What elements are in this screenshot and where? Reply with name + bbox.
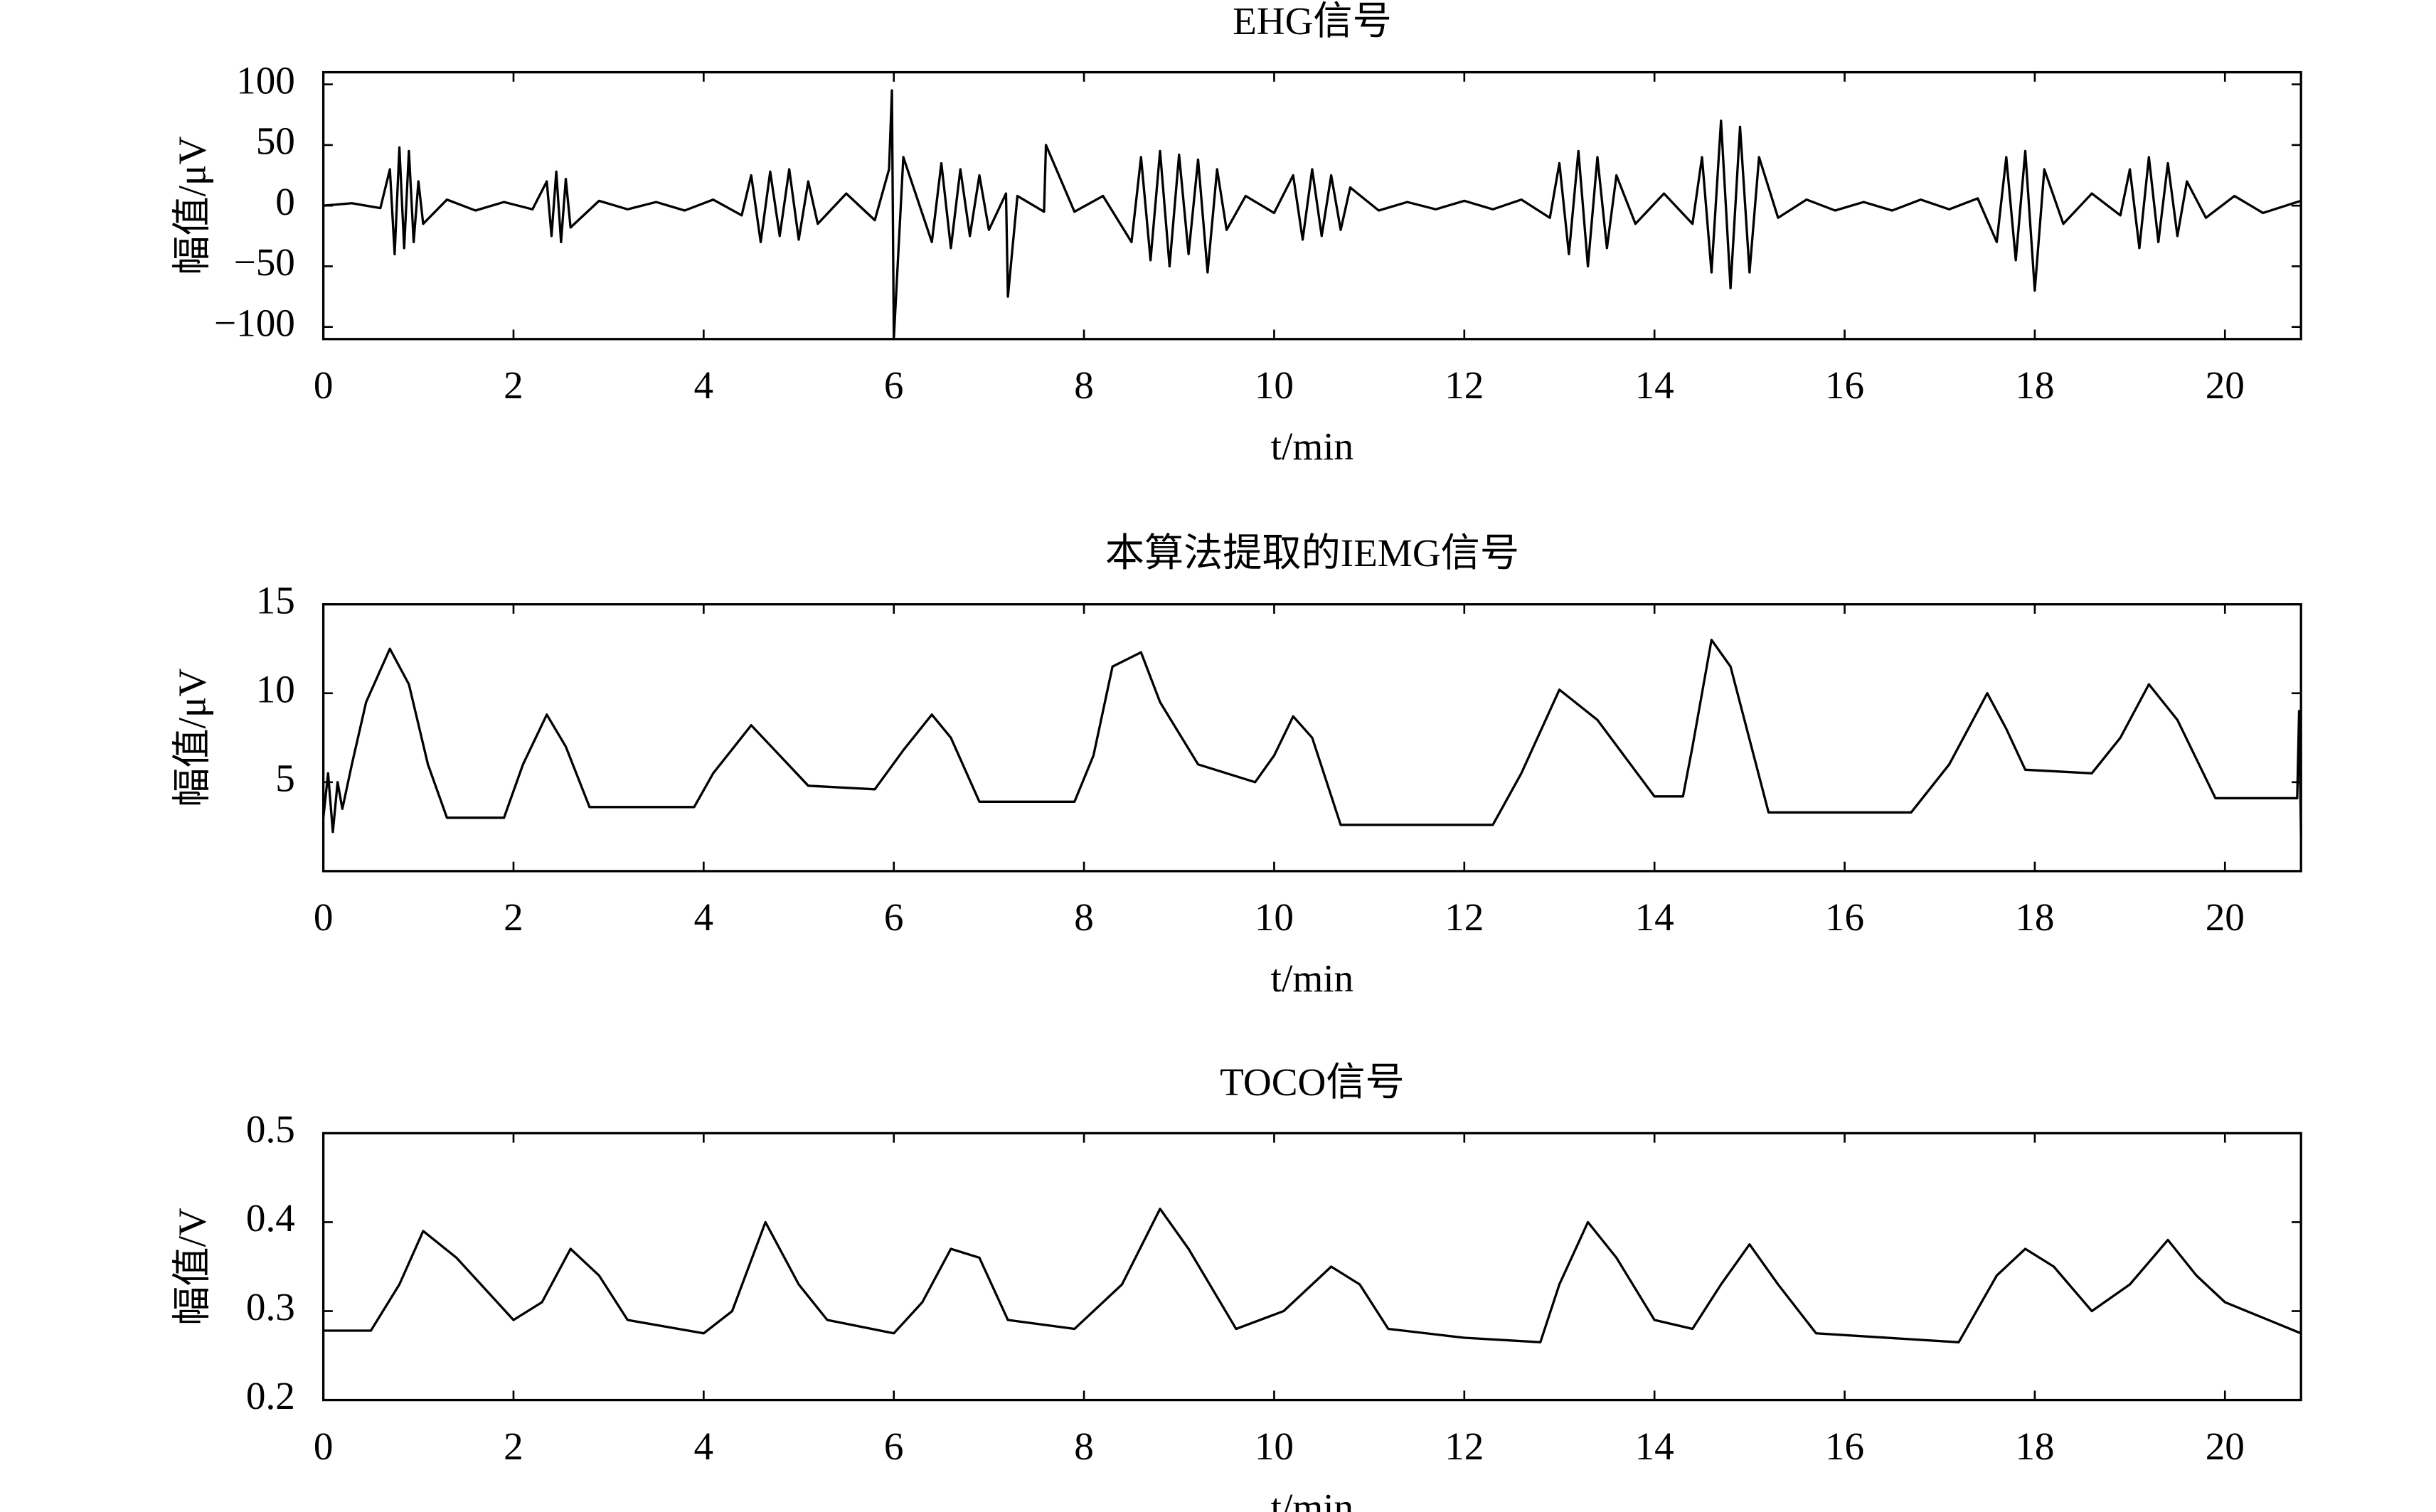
x-tick-label: 8 [1074, 1425, 1094, 1468]
signal-line [323, 89, 2302, 341]
y-tick-label: 0.4 [246, 1196, 295, 1240]
x-tick-label: 2 [504, 363, 523, 407]
y-axis-label: 幅值/V [171, 1208, 214, 1326]
y-tick-label: 10 [256, 667, 295, 710]
x-tick-label: 0 [314, 363, 334, 407]
x-tick-label: 20 [2206, 1425, 2245, 1468]
x-tick-label: 20 [2206, 895, 2245, 939]
x-axis-label: t/min [1271, 957, 1353, 1000]
x-tick-label: 8 [1074, 895, 1094, 939]
signal-line [323, 1208, 2302, 1343]
x-tick-label: 14 [1635, 1425, 1674, 1468]
plot-frame [321, 70, 2302, 341]
y-tick-label: 0.2 [246, 1374, 295, 1417]
y-tick-label: 0.3 [246, 1285, 295, 1329]
y-tick-label: 0 [275, 180, 295, 223]
x-tick-label: 4 [694, 895, 714, 939]
x-tick-label: 0 [314, 1425, 334, 1468]
x-tick-label: 2 [504, 895, 523, 939]
x-tick-label: 16 [1825, 895, 1864, 939]
signal-line [321, 639, 2302, 836]
x-tick-label: 2 [504, 1425, 523, 1468]
x-tick-label: 14 [1635, 895, 1674, 939]
chart-title: 本算法提取的IEMG信号 [1105, 531, 1519, 575]
x-tick-label: 8 [1074, 363, 1094, 407]
x-axis-label: t/min [1271, 425, 1353, 468]
x-tick-label: 18 [2015, 895, 2054, 939]
chart-title: TOCO信号 [1220, 1060, 1404, 1104]
x-tick-label: 6 [884, 1425, 904, 1468]
y-tick-label: −100 [214, 301, 295, 344]
y-axis-label: 幅值/μV [171, 669, 214, 807]
x-tick-label: 12 [1445, 363, 1484, 407]
x-tick-label: 16 [1825, 363, 1864, 407]
x-tick-label: 18 [2015, 363, 2054, 407]
plot-frame [321, 603, 2302, 873]
x-tick-label: 4 [694, 363, 714, 407]
x-tick-label: 10 [1255, 895, 1294, 939]
chart-title: EHG信号 [1233, 0, 1392, 43]
y-axis-label: 幅值/μV [171, 136, 214, 275]
x-tick-label: 18 [2015, 1425, 2054, 1468]
y-tick-label: −50 [234, 240, 295, 284]
y-tick-label: 100 [236, 58, 295, 102]
x-tick-label: 12 [1445, 1425, 1484, 1468]
x-tick-label: 12 [1445, 895, 1484, 939]
x-tick-label: 14 [1635, 363, 1674, 407]
plot-frame [321, 1132, 2302, 1402]
y-tick-label: 15 [256, 578, 295, 622]
x-tick-label: 6 [884, 363, 904, 407]
x-tick-label: 20 [2206, 363, 2245, 407]
x-tick-label: 6 [884, 895, 904, 939]
x-tick-label: 10 [1255, 363, 1294, 407]
y-tick-label: 50 [256, 119, 295, 163]
x-tick-label: 4 [694, 1425, 714, 1468]
x-tick-label: 16 [1825, 1425, 1864, 1468]
x-tick-label: 0 [314, 895, 334, 939]
y-tick-label: 5 [275, 756, 295, 799]
x-axis-label: t/min [1271, 1486, 1353, 1512]
x-tick-label: 10 [1255, 1425, 1294, 1468]
y-tick-label: 0.5 [246, 1107, 295, 1151]
